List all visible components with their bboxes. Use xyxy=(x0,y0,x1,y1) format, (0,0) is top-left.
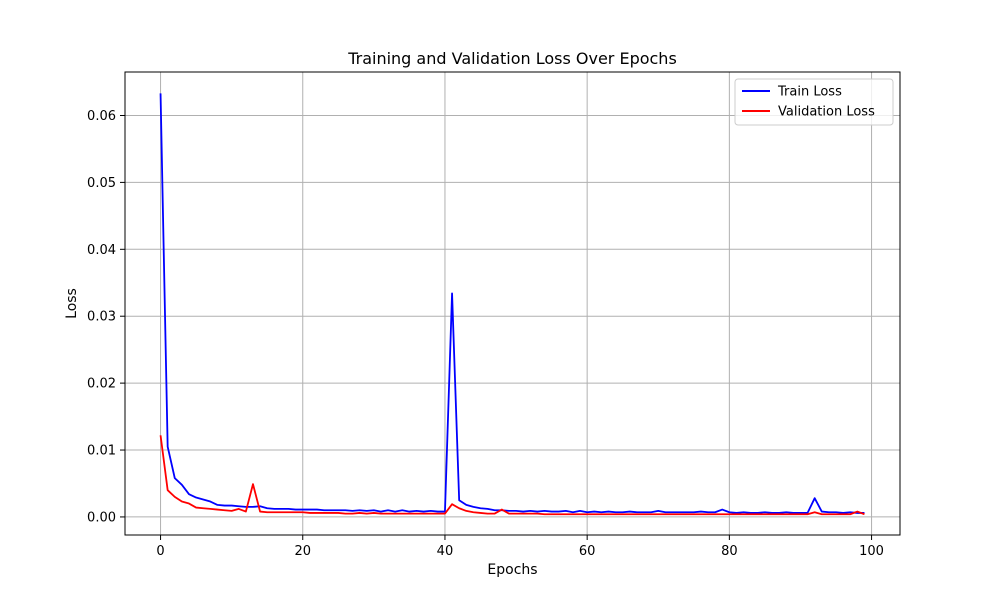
series-lines xyxy=(159,93,865,516)
y-tick-label: 0.01 xyxy=(87,444,116,459)
x-axis-label: Epochs xyxy=(487,562,537,578)
y-tick-label: 0.00 xyxy=(87,510,116,525)
plot-area-frame xyxy=(124,71,901,536)
y-tick-label: 0.03 xyxy=(87,310,116,325)
x-tick-label: 80 xyxy=(721,544,738,559)
y-axis-label: Loss xyxy=(64,288,80,319)
y-tick-label: 0.02 xyxy=(87,377,116,392)
grid xyxy=(125,72,900,535)
y-tick-label: 0.06 xyxy=(87,109,116,124)
legend-label-train-loss: Train Loss xyxy=(777,85,842,100)
chart-title: Training and Validation Loss Over Epochs xyxy=(347,49,677,68)
y-tick-label: 0.04 xyxy=(87,243,116,258)
series-line-train-loss xyxy=(159,93,865,514)
legend: Train Loss Validation Loss xyxy=(734,78,894,126)
x-tick-label: 20 xyxy=(294,544,311,559)
legend-box xyxy=(734,78,894,126)
x-tick-label: 40 xyxy=(437,544,454,559)
legend-label-validation-loss: Validation Loss xyxy=(778,105,875,120)
series-line-validation-loss xyxy=(159,435,865,516)
x-tick-label: 100 xyxy=(859,544,884,559)
y-tick-label: 0.05 xyxy=(87,176,116,191)
x-tick-label: 0 xyxy=(156,544,164,559)
x-tick-label: 60 xyxy=(579,544,596,559)
axis-ticks: 0 20 40 60 80 100 0.00 0.01 0.02 0.03 0.04 0.05 0.06 xyxy=(87,109,884,559)
